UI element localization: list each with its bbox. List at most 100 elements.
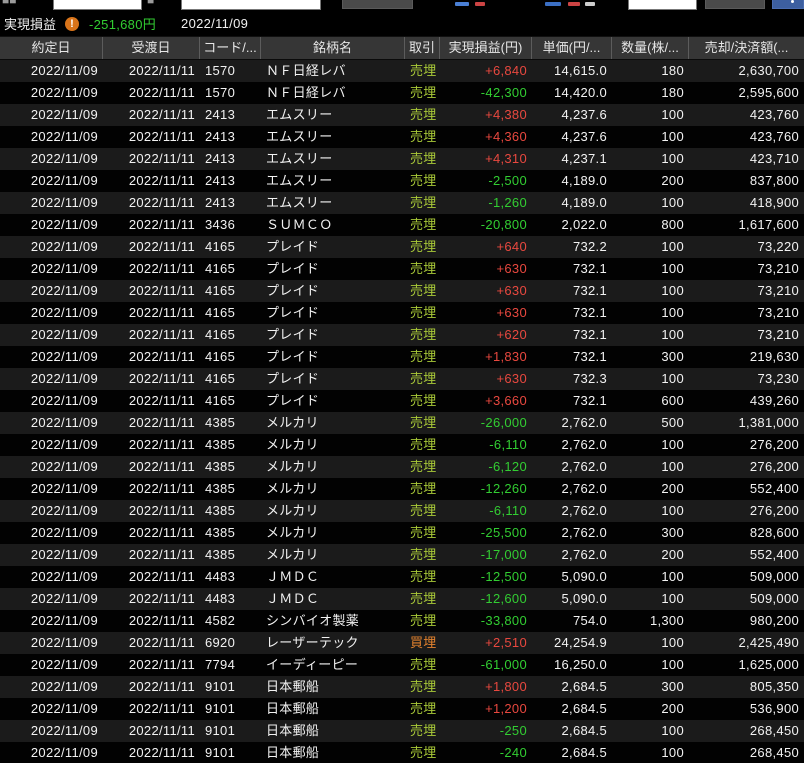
table-row[interactable]: 2022/11/09 2022/11/11 6920 レーザーテック 買埋 +2,510 2…	[0, 632, 804, 654]
cell-trade_date: 2022/11/09	[30, 327, 98, 342]
column-header-name[interactable]: 銘柄名	[261, 37, 405, 59]
table-row[interactable]: 2022/11/09 2022/11/11 3436 ＳＵＭＣＯ 売埋 -20,800 2,…	[0, 214, 804, 236]
cell-trade_date: 2022/11/09	[30, 239, 98, 254]
toolbar-button-2[interactable]	[705, 0, 765, 9]
column-header-trade[interactable]: 取引	[405, 37, 440, 59]
cell-pl: -26,000	[480, 415, 527, 430]
cell-name: 日本郵船	[266, 701, 320, 716]
table-row[interactable]: 2022/11/09 2022/11/11 4165 プレイド 売埋 +620 732.1 1…	[0, 324, 804, 346]
cell-trade: 売埋	[410, 547, 437, 562]
table-row[interactable]: 2022/11/09 2022/11/11 1570 ＮＦ日経レバ 売埋 -42,300 1…	[0, 82, 804, 104]
table-row[interactable]: 2022/11/09 2022/11/11 4385 メルカリ 売埋 -17,000 2,7…	[0, 544, 804, 566]
cell-amount: 1,625,000	[738, 657, 799, 672]
cell-trade_date: 2022/11/09	[30, 305, 98, 320]
cell-qty: 100	[661, 261, 684, 276]
cell-pl: -6,110	[489, 437, 527, 452]
table-row[interactable]: 2022/11/09 2022/11/11 9101 日本郵船 売埋 +1,200 2,68…	[0, 698, 804, 720]
column-header-amount[interactable]: 売却/決済額(...	[704, 40, 789, 55]
table-row[interactable]: 2022/11/09 2022/11/11 4385 メルカリ 売埋 -12,260 2,7…	[0, 478, 804, 500]
table-row[interactable]: 2022/11/09 2022/11/11 2413 エムスリー 売埋 +4,380 4,2…	[0, 104, 804, 126]
column-header-settle_date[interactable]: 受渡日	[103, 37, 200, 59]
cell-name: プレイド	[266, 283, 320, 298]
toolbar-button-blue[interactable]	[772, 0, 804, 9]
cell-amount: 805,350	[749, 679, 799, 694]
table-row[interactable]: 2022/11/09 2022/11/11 4582 シンバイオ製薬 売埋 -33,800…	[0, 610, 804, 632]
cell-trade: 売埋	[410, 349, 437, 364]
table-row[interactable]: 2022/11/09 2022/11/11 4385 メルカリ 売埋 -6,110 2,76…	[0, 434, 804, 456]
table-row[interactable]: 2022/11/09 2022/11/11 4385 メルカリ 売埋 -26,000 2,7…	[0, 412, 804, 434]
cell-code: 4582	[205, 613, 236, 628]
cell-trade_date: 2022/11/09	[30, 679, 98, 694]
cell-trade: 売埋	[410, 129, 437, 144]
cell-price: 2,762.0	[561, 525, 607, 540]
cell-settle_date: 2022/11/11	[128, 657, 195, 672]
cell-trade_date: 2022/11/09	[30, 701, 98, 716]
column-header-trade_date[interactable]: 約定日	[0, 37, 103, 59]
column-header-qty[interactable]: 数量(株/...	[612, 37, 689, 59]
cell-trade: 売埋	[410, 481, 437, 496]
cell-trade: 売埋	[410, 217, 437, 232]
cell-qty: 300	[661, 525, 684, 540]
cell-amount: 439,260	[749, 393, 799, 408]
top-toolbar: ■■ ■	[0, 0, 804, 11]
cell-qty: 100	[661, 635, 684, 650]
cell-pl: -33,800	[480, 613, 527, 628]
cell-code: 4483	[205, 591, 236, 606]
table-row[interactable]: 2022/11/09 2022/11/11 4165 プレイド 売埋 +640 732.2 1…	[0, 236, 804, 258]
table-row[interactable]: 2022/11/09 2022/11/11 2413 エムスリー 売埋 -1,260 4,1…	[0, 192, 804, 214]
cell-code: 4165	[205, 349, 236, 364]
cell-trade_date: 2022/11/09	[30, 613, 98, 628]
table-row[interactable]: 2022/11/09 2022/11/11 4385 メルカリ 売埋 -25,500 2,7…	[0, 522, 804, 544]
cell-code: 4165	[205, 261, 236, 276]
table-row[interactable]: 2022/11/09 2022/11/11 4165 プレイド 売埋 +630 732.1 1…	[0, 302, 804, 324]
cell-name: プレイド	[266, 371, 320, 386]
table-row[interactable]: 2022/11/09 2022/11/11 4385 メルカリ 売埋 -6,110 2,76…	[0, 500, 804, 522]
cell-price: 2,684.5	[561, 745, 607, 760]
table-row[interactable]: 2022/11/09 2022/11/11 4165 プレイド 売埋 +630 732.1 1…	[0, 258, 804, 280]
table-row[interactable]: 2022/11/09 2022/11/11 1570 ＮＦ日経レバ 売埋 +6,840 14…	[0, 60, 804, 82]
cell-name: メルカリ	[266, 437, 319, 452]
table-row[interactable]: 2022/11/09 2022/11/11 9101 日本郵船 売埋 -250 2,684.…	[0, 720, 804, 742]
cell-qty: 100	[661, 151, 684, 166]
cell-code: 4165	[205, 239, 236, 254]
toolbar-input-2[interactable]	[181, 0, 321, 10]
table-row[interactable]: 2022/11/09 2022/11/11 4165 プレイド 売埋 +1,830 732.…	[0, 346, 804, 368]
table-row[interactable]: 2022/11/09 2022/11/11 2413 エムスリー 売埋 +4,360 4,2…	[0, 126, 804, 148]
table-row[interactable]: 2022/11/09 2022/11/11 4165 プレイド 売埋 +3,660 732.…	[0, 390, 804, 412]
toolbar-button-1[interactable]	[342, 0, 413, 9]
table-row[interactable]: 2022/11/09 2022/11/11 4165 プレイド 売埋 +630 732.1 1…	[0, 280, 804, 302]
cell-amount: 828,600	[749, 525, 799, 540]
cell-price: 2,022.0	[561, 217, 607, 232]
cell-amount: 509,000	[749, 591, 799, 606]
warning-icon[interactable]: !	[65, 16, 80, 31]
table-row[interactable]: 2022/11/09 2022/11/11 4165 プレイド 売埋 +630 732.3 1…	[0, 368, 804, 390]
cell-trade: 売埋	[410, 613, 437, 628]
table-row[interactable]: 2022/11/09 2022/11/11 9101 日本郵船 売埋 +1,800 2,68…	[0, 676, 804, 698]
cell-code: 4165	[205, 327, 236, 342]
cell-pl: -240	[499, 745, 527, 760]
table-row[interactable]: 2022/11/09 2022/11/11 4483 ＪＭＤＣ 売埋 -12,600 5,0…	[0, 588, 804, 610]
cell-code: 9101	[205, 679, 236, 694]
table-row[interactable]: 2022/11/09 2022/11/11 9101 日本郵船 売埋 -240 2,684.…	[0, 742, 804, 763]
cell-pl: +630	[496, 371, 527, 386]
column-header-price[interactable]: 単価(円/...	[532, 37, 612, 59]
cell-price: 16,250.0	[553, 657, 607, 672]
cell-code: 4385	[205, 481, 236, 496]
table-row[interactable]: 2022/11/09 2022/11/11 4385 メルカリ 売埋 -6,120 2,76…	[0, 456, 804, 478]
cell-trade: 売埋	[410, 701, 437, 716]
cell-price: 4,189.0	[561, 195, 607, 210]
column-header-pl[interactable]: 実現損益(円)	[440, 37, 532, 59]
toolbar-input-1[interactable]	[53, 0, 142, 10]
toolbar-input-3[interactable]	[628, 0, 697, 10]
cell-price: 4,237.6	[561, 107, 607, 122]
column-header-code[interactable]: コード/...	[200, 37, 261, 59]
cell-settle_date: 2022/11/11	[128, 107, 195, 122]
table-row[interactable]: 2022/11/09 2022/11/11 7794 イーディーピー 売埋 -61,000…	[0, 654, 804, 676]
table-row[interactable]: 2022/11/09 2022/11/11 2413 エムスリー 売埋 +4,310 4,2…	[0, 148, 804, 170]
cell-trade: 売埋	[410, 327, 437, 342]
table-row[interactable]: 2022/11/09 2022/11/11 2413 エムスリー 売埋 -2,500 4,1…	[0, 170, 804, 192]
cell-name: ＪＭＤＣ	[266, 569, 320, 584]
cell-trade: 売埋	[410, 63, 437, 78]
table-row[interactable]: 2022/11/09 2022/11/11 4483 ＪＭＤＣ 売埋 -12,500 5,0…	[0, 566, 804, 588]
cell-trade: 売埋	[410, 591, 437, 606]
